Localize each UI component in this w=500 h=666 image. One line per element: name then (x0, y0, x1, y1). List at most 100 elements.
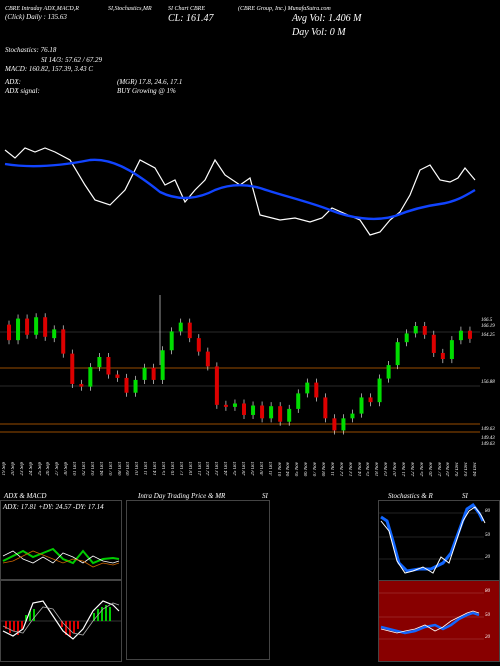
adx-panel-readout: ADX: 17.81 +DY: 24.57 -DY: 17.14 (3, 503, 104, 511)
date-label: 17 Oct (179, 462, 185, 476)
date-axis: 19 Sep 20 Sep 23 Sep 24 Sep 25 Sep 26 Sep 27 S… (0, 462, 480, 488)
stoch-level-80: 80 (485, 509, 490, 514)
stochastics-si-label: SI (462, 492, 468, 500)
candle-bull (359, 397, 364, 414)
candle-bear (223, 404, 228, 407)
price-level-label: 164.25 (481, 333, 495, 338)
header-mid2: SI Chart CBRE (168, 6, 205, 12)
header-mid1: SI,Stochastics,MR (108, 6, 152, 12)
candle-bear (43, 317, 48, 337)
intraday-si-label: SI (262, 492, 268, 500)
candle-bear (187, 322, 192, 339)
date-label: 30 Sep (64, 462, 70, 476)
candle-bear (242, 403, 246, 415)
rsi-level-50: 50 (485, 613, 490, 618)
date-label: 08 Oct (117, 462, 123, 476)
candle-bear (368, 397, 373, 403)
price-level-label: 156.88 (481, 380, 495, 385)
candle-bull (251, 405, 256, 415)
price-level-label: 149.63 (481, 442, 495, 447)
candle-bull (449, 340, 454, 360)
date-label: 13 Nov (348, 462, 354, 477)
date-label: 01 Nov (277, 462, 283, 477)
date-label: 15 Nov (366, 462, 372, 477)
candle-bull (341, 418, 346, 431)
candle-bull (395, 342, 400, 366)
date-label: 22 Oct (206, 462, 212, 476)
adx-lines (2, 547, 120, 568)
stochastics-lines (379, 502, 486, 574)
date-label: 08 Nov (322, 462, 327, 477)
si-readout: SI 14/3: 57.62 / 67.29 (41, 56, 103, 64)
candle-bear (314, 382, 319, 398)
macd-readout: MACD: 160.82, 157.39, 3.43 C (5, 65, 94, 73)
date-label: 10 Oct (135, 462, 141, 476)
stochastics-panel: 80 50 20 (378, 500, 500, 582)
header-left-line2[interactable]: (Click) Daily : 135.63 (5, 13, 67, 21)
macd-lines (1, 600, 121, 640)
intraday-panel (126, 500, 270, 660)
candle-bear (7, 324, 11, 341)
date-label: 18 Oct (188, 462, 194, 476)
price-line (4, 147, 476, 236)
adx-label: ADX: (5, 78, 21, 86)
date-label: 27 Sep (55, 462, 61, 476)
candle-bear (431, 334, 436, 353)
candle-bull (305, 382, 310, 394)
stoch-readout: Stochastics: 76.18 (5, 46, 57, 54)
date-label: 02 Oct (82, 462, 87, 476)
adx-values: (MGR) 17.8, 24.6, 17.1 (117, 78, 183, 86)
adx-panel: ADX: 17.81 +DY: 24.57 -DY: 17.14 (0, 500, 122, 580)
avg-volume: Avg Vol: 1.406 M (292, 13, 362, 24)
adx-panel-title: ADX & MACD (4, 492, 47, 500)
moving-average-line (4, 158, 476, 221)
rsi-panel: 80 50 20 (378, 580, 500, 662)
date-label: 29 Oct (250, 462, 256, 476)
date-label: 09 Oct (126, 462, 132, 476)
macd-panel (0, 580, 122, 662)
candle-bear (61, 329, 66, 354)
stochastics-panel-title: Stochastics & R (388, 492, 433, 500)
candle-bear (467, 330, 472, 339)
candle-bull (88, 367, 93, 387)
candle-bull (458, 330, 463, 341)
candle-bull (404, 333, 409, 343)
date-label: 21 Nov (402, 462, 407, 477)
adx-signal: BUY Growing @ 1% (117, 87, 176, 95)
candle-bull (52, 329, 57, 339)
header-left-line1: CBRE Intraday ADX,MACD,R (5, 6, 79, 12)
candle-bull (377, 378, 382, 403)
intraday-panel-title: Intra Day Trading Price & MR (138, 492, 226, 500)
date-label: 27 Nov (437, 462, 443, 477)
date-label: 30 Oct (259, 462, 265, 476)
candle-bull (133, 379, 138, 393)
date-label: 05 Nov (295, 462, 301, 477)
candle-bull (269, 406, 274, 419)
candle-bear (323, 397, 328, 419)
candle-bull (34, 317, 39, 335)
date-label: 18 Nov (375, 462, 381, 477)
date-label: 29 Nov (446, 462, 452, 477)
date-label: 28 Oct (242, 462, 247, 476)
date-label: 06 Nov (304, 462, 310, 477)
day-volume: Day Vol: 0 M (292, 27, 346, 38)
date-label: 20 Sep (10, 462, 16, 476)
price-level-label: 166.5 (481, 318, 493, 323)
candle-bear (106, 357, 111, 375)
date-label: 22 Nov (410, 462, 416, 477)
candle-bear (260, 405, 265, 419)
date-label: 31 Oct (268, 462, 274, 476)
candle-bear (214, 366, 219, 405)
date-label: 23 Oct (215, 462, 221, 476)
date-label: 25 Oct (233, 462, 239, 476)
date-label: 20 Nov (393, 462, 399, 477)
candle-bull (142, 367, 147, 380)
date-label: 23 Sep (19, 462, 25, 476)
adx-signal-label: ADX signal: (5, 87, 40, 95)
date-label: 07 Oct (108, 462, 114, 476)
date-label: 19 Sep (2, 462, 7, 476)
date-label: 04 Dec (473, 462, 479, 477)
candle-bear (196, 338, 201, 352)
header-company: (CBRE Group, Inc.) MunafaSutra.com (238, 6, 331, 12)
candle-bear (151, 367, 156, 380)
